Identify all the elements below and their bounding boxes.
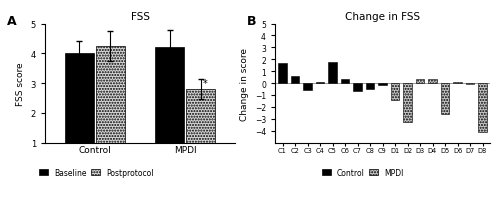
Text: A: A — [7, 15, 16, 28]
Bar — [404, 84, 411, 123]
Bar — [454, 82, 462, 84]
Bar — [441, 84, 449, 114]
Bar — [428, 80, 436, 84]
Bar — [96, 47, 124, 172]
Title: FSS: FSS — [130, 12, 150, 22]
Bar — [328, 62, 336, 84]
Bar — [354, 84, 362, 92]
Bar — [391, 84, 399, 100]
Text: B: B — [247, 15, 256, 28]
Bar — [278, 63, 286, 84]
Bar — [186, 90, 215, 172]
Bar — [341, 80, 349, 84]
Bar — [478, 84, 486, 132]
Bar — [366, 84, 374, 90]
Legend: Control, MPDI: Control, MPDI — [322, 168, 404, 177]
Bar — [156, 48, 184, 172]
Title: Change in FSS: Change in FSS — [345, 12, 420, 22]
Bar — [291, 76, 299, 84]
Bar — [378, 84, 386, 86]
Bar — [304, 84, 312, 91]
Bar — [65, 54, 94, 172]
Y-axis label: Change in score: Change in score — [240, 47, 249, 120]
Text: *: * — [203, 78, 207, 88]
Bar — [316, 82, 324, 84]
Bar — [416, 80, 424, 84]
Bar — [466, 84, 474, 85]
Y-axis label: FSS score: FSS score — [16, 62, 25, 105]
Legend: Baseline, Postprotocol: Baseline, Postprotocol — [40, 168, 154, 177]
